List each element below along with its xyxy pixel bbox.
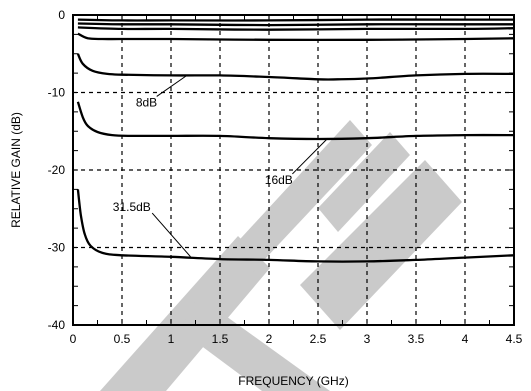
x-tick-label: 0.5: [114, 332, 131, 346]
y-tick-label: -20: [48, 163, 66, 177]
x-tick-label: 4.5: [506, 332, 523, 346]
y-tick-label: -10: [48, 86, 66, 100]
y-tick-labels: 0 -10 -20 -30 -40: [48, 8, 66, 332]
x-tick-label: 0: [70, 332, 77, 346]
annotation-label-2: 16dB: [265, 173, 293, 187]
gain-curve-4: [77, 32, 515, 42]
y-tick-label: -40: [48, 318, 66, 332]
gain-curve-7: [76, 189, 515, 263]
x-tick-label: 2: [266, 332, 273, 346]
annotation-label-3: 31.5dB: [113, 200, 151, 214]
gain-curve-1: [77, 18, 514, 22]
x-tick-label: 3: [364, 332, 371, 346]
x-tick-label: 1.5: [212, 332, 229, 346]
x-tick-labels: 0 0.5 1 1.5 2 2.5 3 3.5 4 4.5: [70, 332, 523, 346]
watermark: [100, 120, 462, 391]
axis-ticks: [72, 14, 515, 326]
y-axis-label: RELATIVE GAIN (dB): [9, 112, 23, 228]
x-tick-label: 2.5: [310, 332, 327, 346]
x-tick-label: 3.5: [408, 332, 425, 346]
annotations: 8dB 16dB 31.5dB: [113, 75, 329, 258]
gain-curve-5: [76, 53, 515, 81]
annotation-pointer-3: [151, 212, 191, 258]
gain-curve-3: [77, 26, 515, 31]
gain-curve-6: [76, 101, 515, 141]
grid-lines: [73, 15, 514, 325]
y-tick-label: -30: [48, 241, 66, 255]
gain-curve-2: [77, 22, 514, 27]
x-tick-label: 4: [462, 332, 469, 346]
annotation-label-1: 8dB: [136, 95, 157, 109]
x-axis-label: FREQUENCY (GHz): [238, 374, 348, 388]
annotation-pointer-1: [156, 75, 186, 97]
annotation-pointer-2: [292, 137, 329, 175]
x-tick-label: 1: [168, 332, 175, 346]
y-tick-label: 0: [58, 8, 65, 22]
